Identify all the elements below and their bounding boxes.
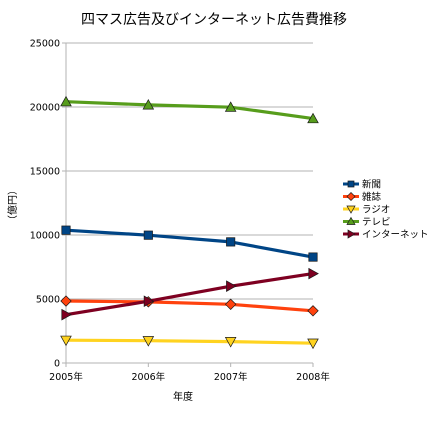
data-point (308, 252, 318, 262)
gridlines (66, 42, 313, 300)
y-tick-label: 10000 (30, 231, 60, 242)
data-point (61, 225, 71, 235)
legend-label: 雑誌 (362, 191, 382, 203)
series-line (65, 299, 314, 313)
series-line (65, 228, 314, 259)
legend-marker (347, 180, 355, 188)
y-tick-label: 0 (54, 359, 60, 370)
legend-label: ラジオ (362, 205, 390, 216)
data-point (143, 230, 153, 240)
data-point (142, 99, 155, 110)
data-point (61, 308, 72, 321)
data-point (224, 101, 237, 112)
y-tick-label: 15000 (30, 167, 60, 178)
data-point (142, 336, 155, 347)
data-point (224, 337, 237, 348)
data-point (308, 267, 319, 280)
legend-item: テレビ (343, 216, 391, 228)
data-point (224, 298, 237, 311)
y-tick-label: 5000 (36, 295, 60, 306)
legend-marker (346, 216, 356, 225)
data-point (226, 280, 237, 292)
series-4 (61, 267, 319, 321)
series-line (65, 272, 314, 317)
y-axis-ticks: 0 5000 10000 15000 20000 25000 (30, 39, 66, 370)
x-axis-ticks: 2005年 2006年 2007年 2008年 (49, 363, 330, 383)
series-line (65, 100, 314, 121)
x-tick-label: 2007年 (214, 371, 248, 383)
y-axis-label: （億円） (6, 185, 19, 225)
data-point (307, 112, 319, 124)
data-point (307, 305, 319, 317)
x-tick-label: 2008年 (296, 371, 330, 383)
data-point (226, 237, 236, 247)
legend-item: ラジオ (343, 205, 390, 216)
legend-item: インターネット (343, 229, 429, 241)
series-0 (61, 225, 318, 262)
axes (65, 43, 313, 364)
data-point (143, 295, 155, 308)
legend-item: 新聞 (343, 179, 381, 191)
y-tick-label: 20000 (30, 103, 60, 114)
legend-label: 新聞 (362, 179, 381, 191)
legend-label: インターネット (362, 230, 429, 241)
chart-title: 四マス広告及びインターネット広告費推移 (81, 12, 347, 28)
x-tick-label: 2006年 (131, 371, 165, 383)
data-point (60, 95, 72, 107)
legend-label: テレビ (362, 217, 391, 228)
x-tick-label: 2005年 (49, 371, 83, 383)
y-tick-label: 25000 (30, 39, 60, 50)
data-point (60, 335, 72, 347)
legend-item: 雑誌 (343, 191, 382, 203)
series-3 (60, 95, 319, 124)
legend-marker (346, 205, 356, 214)
legend-marker (347, 229, 356, 239)
data-point (307, 338, 319, 350)
series-layer (60, 95, 319, 350)
series-2 (60, 335, 319, 350)
legend-marker (346, 192, 356, 201)
series-line (65, 338, 314, 345)
data-point (60, 295, 72, 307)
x-axis-label: 年度 (173, 390, 193, 403)
